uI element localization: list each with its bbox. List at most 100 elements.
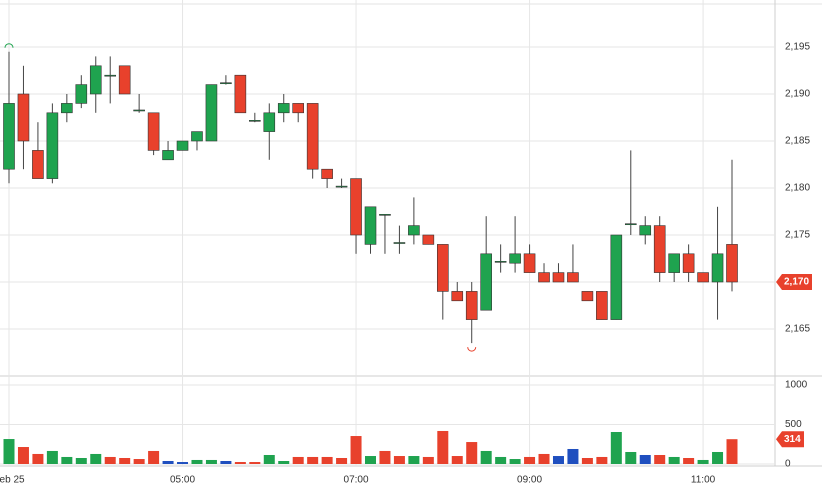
- candle-body: [205, 84, 218, 142]
- candle-body: [249, 120, 261, 122]
- volume-bar: [466, 442, 478, 464]
- volume-bar: [234, 462, 246, 464]
- volume-tick-label: 1000: [785, 380, 808, 391]
- volume-bar: [61, 456, 73, 464]
- last-volume-tag: [776, 431, 804, 448]
- candle-body: [147, 112, 160, 151]
- volume-bar: [610, 432, 622, 464]
- plot: [3, 43, 738, 464]
- volume-bar: [133, 459, 145, 464]
- volume-bar: [90, 453, 102, 464]
- candle-body: [133, 109, 145, 112]
- volume-bar: [625, 451, 637, 464]
- volume-bar: [480, 450, 492, 464]
- candle-body: [596, 291, 608, 320]
- candle-body: [494, 261, 507, 263]
- candle-body: [17, 93, 30, 142]
- volume-bar: [263, 454, 275, 464]
- x-tick-label: 11:00: [691, 475, 716, 486]
- candle-body: [75, 84, 88, 104]
- candle-body: [639, 225, 652, 236]
- volume-bar: [495, 456, 507, 464]
- volume-bar: [639, 454, 651, 464]
- candle-body: [624, 223, 637, 226]
- volume-bar: [162, 460, 174, 464]
- candle-body: [61, 103, 73, 114]
- volume-bar: [726, 439, 738, 464]
- candle-body: [118, 65, 131, 95]
- candle-body: [306, 103, 319, 170]
- volume-bar: [177, 462, 189, 464]
- volume-bar: [509, 459, 521, 464]
- volume-bar: [596, 456, 608, 464]
- candle-body: [379, 214, 391, 216]
- candle-body: [292, 103, 305, 114]
- candle-body: [191, 131, 203, 142]
- volume-bar: [32, 453, 44, 464]
- volume-bar: [365, 456, 376, 464]
- candle-body: [277, 103, 290, 114]
- y-tick-label: 2,195: [785, 42, 810, 53]
- candle-body: [234, 74, 247, 114]
- volume-bar: [524, 456, 536, 464]
- candle-body: [46, 112, 59, 179]
- volume-bar: [191, 459, 203, 464]
- candle-body: [726, 244, 738, 283]
- volume-bar: [350, 436, 362, 464]
- candle-body: [480, 253, 492, 311]
- volume-bar: [307, 456, 319, 464]
- y-tick-label: 2,190: [785, 89, 810, 100]
- volume-bar: [712, 451, 724, 464]
- volume-bar: [3, 439, 15, 464]
- volume-bar: [451, 456, 463, 464]
- candle-body: [653, 225, 666, 273]
- candle-body: [393, 242, 406, 244]
- candle-body: [610, 234, 623, 320]
- last-price-tag: [776, 274, 812, 290]
- volume-bar: [46, 450, 58, 464]
- candle-body: [451, 291, 464, 302]
- volume-bar: [119, 457, 131, 464]
- volume-bar: [220, 460, 232, 464]
- candle-body: [32, 150, 44, 179]
- candle-body: [335, 185, 348, 188]
- volume-bar: [393, 456, 405, 464]
- volume-bar: [422, 456, 434, 464]
- candle-body: [220, 82, 232, 85]
- y-tick-label: 2,185: [785, 136, 810, 147]
- volume-bar: [683, 457, 695, 464]
- volume-bar: [697, 459, 709, 464]
- volume-bar: [581, 457, 593, 464]
- volume-bar: [437, 430, 449, 464]
- candle-body: [3, 103, 15, 170]
- candle-body: [104, 74, 117, 77]
- volume-bar: [205, 459, 217, 464]
- volume-bar: [249, 462, 261, 464]
- candle-body: [552, 272, 565, 283]
- volume-tick-label: 500: [785, 419, 802, 430]
- candle-body: [422, 234, 435, 245]
- candle-body: [682, 253, 695, 273]
- candle-body: [567, 272, 579, 283]
- volume-bar: [668, 456, 680, 464]
- low-marker: [467, 347, 477, 352]
- candle-body: [581, 291, 594, 302]
- y-tick-label: 2,165: [785, 324, 810, 335]
- volume-tick-label: 0: [785, 459, 791, 470]
- high-marker: [4, 43, 14, 48]
- candle-body: [711, 253, 724, 283]
- last-volume-label: 314: [784, 434, 801, 445]
- candle-body: [697, 272, 709, 283]
- volume-bar: [278, 460, 290, 464]
- last-price-label: 2,170: [784, 277, 809, 288]
- volume-bar: [408, 456, 420, 464]
- volume-bar: [654, 454, 666, 464]
- volume-bar: [552, 456, 564, 464]
- candle-body: [509, 253, 521, 264]
- y-tick-label: 2,175: [785, 230, 810, 241]
- x-tick-label: 07:00: [344, 475, 369, 486]
- volume-bar: [104, 456, 116, 464]
- volume-bar: [538, 453, 550, 464]
